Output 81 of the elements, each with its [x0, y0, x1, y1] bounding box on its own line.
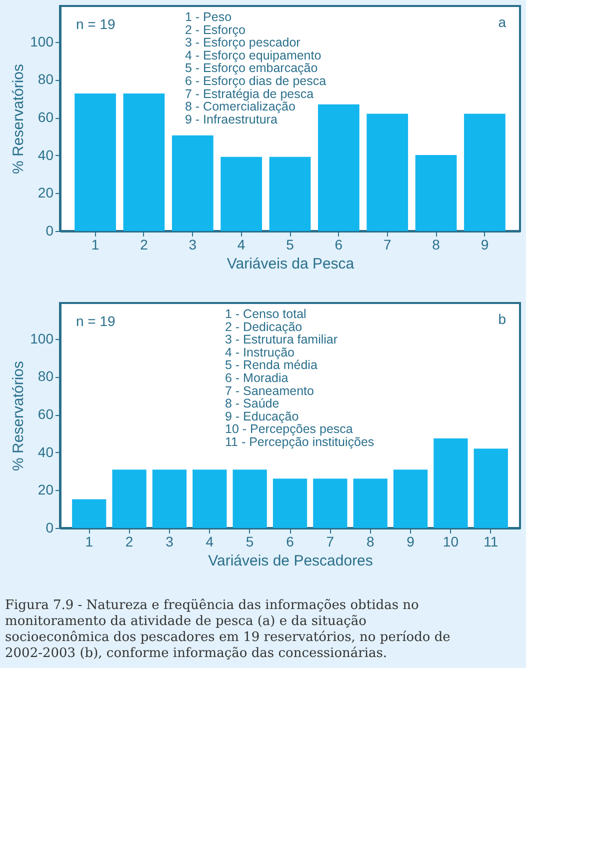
x-tick-label: 1	[91, 236, 100, 252]
bar	[313, 478, 348, 528]
x-tick-label: 6	[334, 236, 343, 252]
bar	[464, 114, 506, 231]
bar	[353, 478, 388, 528]
y-tick-label: 0	[46, 222, 54, 238]
annotation: 2 - Dedicação	[225, 320, 302, 334]
annotation: 4 - Instrução	[225, 345, 295, 360]
x-tick-label: 3	[188, 236, 197, 252]
x-tick-label: 5	[246, 534, 254, 550]
bar	[366, 114, 408, 231]
y-tick-label: 80	[38, 368, 54, 384]
y-tick-label: 0	[46, 520, 54, 536]
annotation: 9 - Educação	[225, 409, 299, 424]
annotation: 10 - Percepções pesca	[225, 422, 353, 436]
annotation: n = 19	[76, 313, 116, 329]
annotation: 5 - Esforço embarcação	[185, 61, 318, 76]
bar	[112, 470, 146, 528]
annotation: a	[498, 14, 506, 30]
bar	[232, 470, 267, 528]
bar	[393, 470, 428, 528]
bar	[434, 438, 468, 528]
x-tick-label: 2	[140, 236, 148, 252]
annotation: 11 - Percepção instituições	[225, 435, 374, 449]
annotation: 8 - Saúde	[225, 396, 280, 411]
x-tick-label: 3	[166, 534, 174, 550]
bar	[152, 470, 187, 528]
bar	[74, 94, 116, 231]
annotation: 8 - Comercialização	[185, 100, 296, 114]
y-tick-label: 60	[38, 406, 54, 422]
annotation: 6 - Esforço dias de pesca	[185, 74, 326, 88]
x-tick-label: 4	[206, 534, 214, 550]
annotation: 1 - Peso	[185, 10, 232, 24]
y-tick-label: 100	[30, 33, 54, 50]
y-axis-title: % Reservatórios	[10, 360, 28, 472]
x-tick-label: 8	[366, 534, 374, 550]
bar	[272, 478, 308, 528]
annotation: 2 - Esforço	[185, 22, 246, 37]
x-tick-label: 1	[85, 534, 94, 550]
x-tick-label: 2	[125, 534, 134, 550]
annotation: n = 19	[76, 16, 116, 32]
bar	[72, 499, 106, 528]
annotation: 7 - Estratégia de pesca	[185, 86, 314, 101]
x-tick-label: 5	[286, 236, 294, 252]
y-tick-label: 100	[30, 330, 54, 346]
x-tick-label: 8	[432, 236, 440, 252]
y-axis-title: % Reservatórios	[10, 64, 28, 174]
bar	[474, 448, 508, 528]
x-tick-label: 7	[326, 534, 334, 550]
annotation: 5 - Renda média	[225, 358, 318, 372]
x-axis-title: Variáveis de Pescadores	[208, 552, 373, 570]
x-tick-label: 10	[442, 534, 459, 550]
annotation: 4 - Esforço equipamento	[185, 48, 322, 62]
text: Figura 7.9 - Natureza e freqüência das informações obtidas no monitoramento da atividade de pesca (a) e da situação socioeconômica dos pescadores em 19 reservatórios, no período de 2002-2003 (b), conforme informação das concessionárias.	[5, 598, 451, 661]
x-tick-label: 6	[286, 534, 294, 550]
bar	[172, 135, 214, 231]
bar	[123, 94, 165, 231]
y-tick-label: 80	[38, 71, 54, 88]
x-tick-label: 7	[383, 236, 392, 252]
bar	[220, 156, 262, 231]
annotation: 9 - Infraestrutura	[185, 112, 278, 126]
annotation: b	[498, 311, 506, 327]
annotation: 1 - Censo total	[225, 307, 306, 321]
y-tick-label: 20	[38, 184, 54, 201]
bar	[269, 156, 311, 231]
x-tick-label: 9	[480, 236, 489, 252]
bar	[192, 470, 227, 528]
y-tick-label: 60	[38, 109, 54, 126]
annotation: 3 - Esforço pescador	[185, 36, 300, 50]
y-tick-label: 40	[38, 444, 54, 460]
x-tick-label: 4	[237, 236, 246, 252]
x-tick-label: 9	[406, 534, 415, 550]
annotation: 6 - Moradia	[225, 371, 288, 385]
x-axis-title: Variáveis da Pesca	[226, 256, 355, 272]
annotation: 3 - Estrutura familiar	[225, 332, 338, 347]
y-tick-label: 40	[38, 146, 54, 163]
annotation: 7 - Saneamento	[225, 384, 314, 398]
y-tick-label: 20	[38, 482, 54, 498]
x-tick-label: 11	[484, 534, 498, 550]
bar	[318, 104, 360, 231]
bar	[415, 154, 457, 231]
